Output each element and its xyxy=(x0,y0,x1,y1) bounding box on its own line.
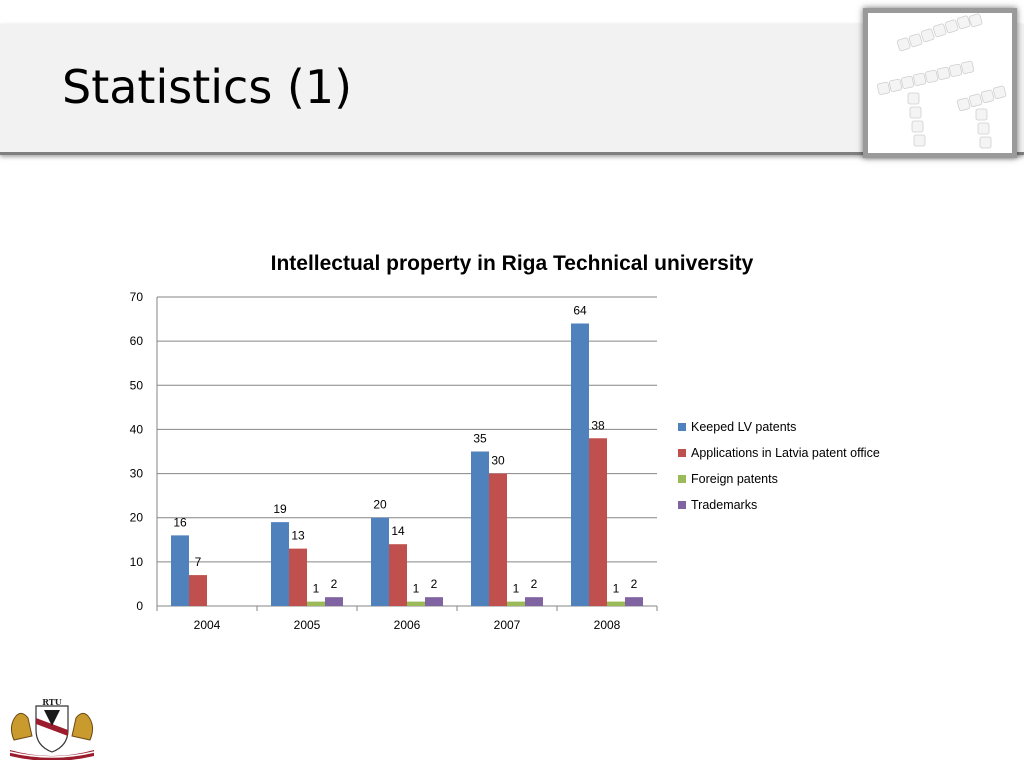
legend-label: Trademarks xyxy=(691,498,758,512)
data-label: 1 xyxy=(613,582,620,596)
y-tick-label: 20 xyxy=(130,511,144,525)
bar xyxy=(189,575,207,606)
bar xyxy=(507,601,525,606)
bar xyxy=(271,522,289,606)
bar xyxy=(289,548,307,606)
legend-label: Foreign patents xyxy=(691,472,778,486)
slide-title: Statistics (1) xyxy=(62,60,353,114)
chart-title: Intellectual property in Riga Technical … xyxy=(270,252,754,275)
data-label: 35 xyxy=(473,432,487,446)
rtu-logo: RTU xyxy=(6,696,98,765)
y-tick-label: 50 xyxy=(130,378,144,392)
legend-label: Keeped LV patents xyxy=(691,420,797,434)
rtu-crest-icon: RTU xyxy=(9,697,95,761)
bar xyxy=(171,535,189,606)
data-label: 2 xyxy=(331,577,338,591)
data-label: 2 xyxy=(531,577,538,591)
data-label: 7 xyxy=(195,555,202,569)
data-label: 16 xyxy=(173,515,187,529)
bar xyxy=(371,517,389,606)
legend-swatch xyxy=(678,501,686,509)
bar xyxy=(571,323,589,606)
data-label: 1 xyxy=(313,582,320,596)
data-label: 20 xyxy=(373,498,387,512)
title-band xyxy=(0,24,1024,155)
bar xyxy=(471,451,489,606)
data-label: 64 xyxy=(573,303,587,317)
legend-item-trademarks: Trademarks xyxy=(678,492,880,518)
bar xyxy=(407,601,425,606)
data-label: 1 xyxy=(513,582,520,596)
x-tick-label: 2006 xyxy=(394,618,421,632)
chart-legend: Keeped LV patents Applications in Latvia… xyxy=(678,414,880,518)
x-tick-label: 2004 xyxy=(194,618,221,632)
y-tick-label: 40 xyxy=(130,422,144,436)
y-tick-label: 70 xyxy=(130,290,144,304)
bar xyxy=(589,438,607,606)
crossword-image xyxy=(877,13,1007,149)
data-label: 2 xyxy=(431,577,438,591)
bar xyxy=(607,601,625,606)
legend-item-foreign-patents: Foreign patents xyxy=(678,466,880,492)
x-tick-label: 2005 xyxy=(294,618,321,632)
logo-text: RTU xyxy=(42,697,61,707)
y-tick-label: 30 xyxy=(130,467,144,481)
x-tick-label: 2007 xyxy=(494,618,521,632)
y-tick-label: 60 xyxy=(130,334,144,348)
crossword-picture xyxy=(863,8,1017,158)
data-label: 19 xyxy=(273,502,287,516)
data-label: 14 xyxy=(391,524,405,538)
legend-swatch xyxy=(678,423,686,431)
legend-swatch xyxy=(678,449,686,457)
x-tick-label: 2008 xyxy=(594,618,621,632)
legend-swatch xyxy=(678,475,686,483)
bar xyxy=(307,601,325,606)
data-label: 13 xyxy=(291,529,305,543)
legend-item-keeped-lv-patents: Keeped LV patents xyxy=(678,414,880,440)
data-label: 2 xyxy=(631,577,638,591)
bar xyxy=(389,544,407,606)
bar xyxy=(625,597,643,606)
data-label: 38 xyxy=(591,418,605,432)
y-tick-label: 0 xyxy=(136,599,143,613)
bar xyxy=(425,597,443,606)
data-label: 30 xyxy=(491,454,505,468)
bar xyxy=(525,597,543,606)
data-label: 1 xyxy=(413,582,420,596)
bar xyxy=(489,473,507,606)
legend-label: Applications in Latvia patent office xyxy=(691,446,880,460)
legend-item-applications-latvia: Applications in Latvia patent office xyxy=(678,440,880,466)
bar xyxy=(325,597,343,606)
y-tick-label: 10 xyxy=(130,555,144,569)
